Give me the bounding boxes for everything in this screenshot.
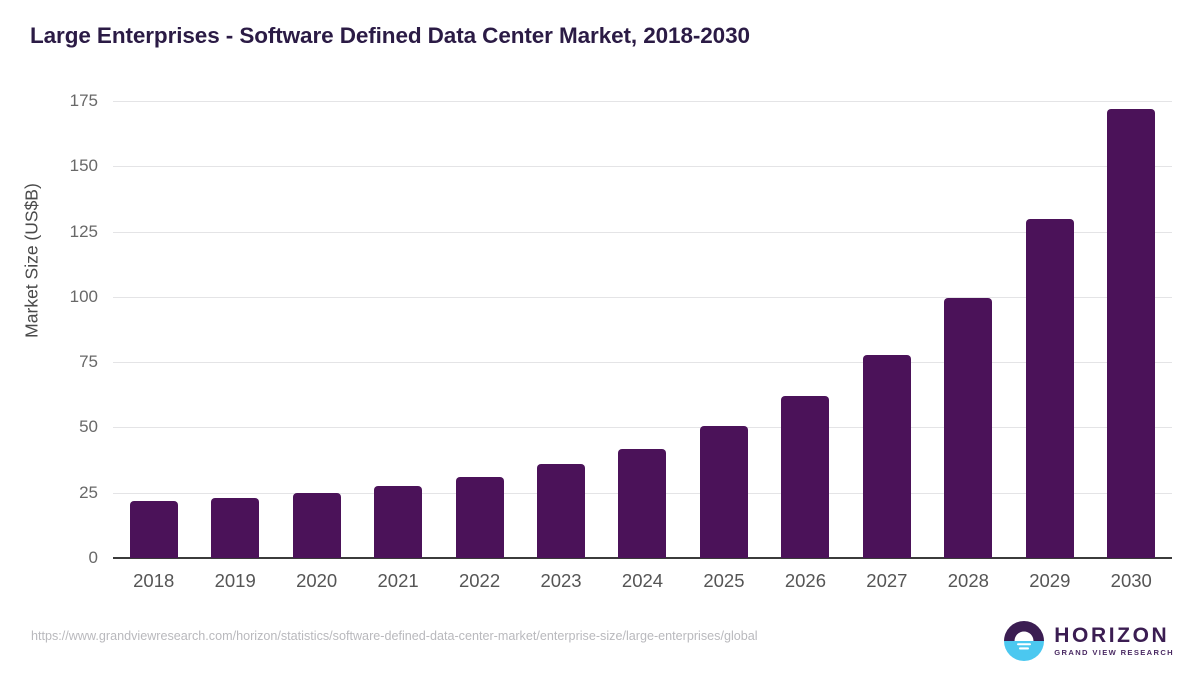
- gridline: [113, 101, 1172, 102]
- bar-slot: [194, 101, 275, 558]
- bar-slot: [439, 101, 520, 558]
- bar-slot: [113, 101, 194, 558]
- x-axis-line: [113, 557, 1172, 559]
- bar-slot: [276, 101, 357, 558]
- x-tick-label: 2018: [133, 570, 175, 591]
- bar[interactable]: [374, 486, 423, 558]
- gridline: [113, 296, 1172, 298]
- bar[interactable]: [1025, 219, 1074, 558]
- x-tick-label: 2025: [703, 570, 745, 591]
- bar-slot: [357, 101, 438, 558]
- bar[interactable]: [1107, 109, 1156, 558]
- y-tick-label: 150: [69, 156, 98, 176]
- bar[interactable]: [211, 497, 260, 558]
- page-title: Large Enterprises - Software Defined Dat…: [30, 23, 750, 48]
- x-tick-label: 2027: [866, 570, 908, 591]
- bar-series: [113, 101, 1172, 558]
- logo-tagline: GRAND VIEW RESEARCH: [1054, 647, 1174, 657]
- x-tick-label: 2026: [784, 570, 826, 591]
- x-tick-label: 2022: [458, 570, 501, 591]
- y-tick-label: 175: [69, 91, 98, 110]
- x-tick-label: 2029: [1029, 570, 1071, 591]
- bar-slot: [683, 101, 764, 558]
- bar[interactable]: [455, 477, 504, 558]
- bar[interactable]: [781, 395, 830, 558]
- x-tick-label: 2028: [947, 570, 989, 591]
- bar[interactable]: [537, 464, 586, 558]
- logo-wordmark: HORIZON: [1054, 623, 1170, 647]
- bar-slot: [765, 101, 846, 558]
- y-tick-label: 0: [88, 548, 98, 567]
- bar[interactable]: [618, 448, 667, 558]
- x-tick-label: 2030: [1110, 570, 1152, 591]
- x-tick-label: 2024: [621, 570, 664, 591]
- bar-slot: [602, 101, 683, 558]
- bar-slot: [1009, 101, 1090, 558]
- bar-slot: [846, 101, 927, 558]
- x-tick-label: 2021: [377, 570, 419, 591]
- bar[interactable]: [129, 501, 178, 558]
- x-tick-label: 2023: [540, 570, 582, 591]
- bar[interactable]: [862, 354, 911, 558]
- horizon-logo-icon: [1004, 621, 1045, 661]
- bar-slot: [520, 101, 601, 558]
- gridline: [113, 166, 1172, 168]
- horizon-logo: HORIZON GRAND VIEW RESEARCH: [1003, 620, 1174, 662]
- bar-slot: [928, 101, 1009, 558]
- gridline: [113, 231, 1172, 233]
- x-tick-label: 2019: [214, 570, 256, 591]
- y-tick-label: 75: [79, 352, 98, 372]
- y-axis-label: Market Size (US$B): [21, 183, 42, 338]
- gridline: [113, 427, 1172, 429]
- x-tick-label: 2020: [296, 570, 338, 591]
- bar[interactable]: [944, 297, 993, 558]
- y-tick-label: 50: [79, 417, 98, 437]
- gridline: [113, 362, 1172, 364]
- source-url[interactable]: https://www.grandviewresearch.com/horizo…: [31, 629, 758, 643]
- y-tick-label: 125: [69, 221, 98, 241]
- y-tick-label: 25: [79, 482, 98, 502]
- logo-text: HORIZON GRAND VIEW RESEARCH: [1054, 623, 1174, 657]
- y-tick-label: 100: [69, 286, 98, 306]
- bar[interactable]: [699, 425, 748, 558]
- bar-slot: [1091, 101, 1172, 558]
- bar[interactable]: [292, 492, 341, 558]
